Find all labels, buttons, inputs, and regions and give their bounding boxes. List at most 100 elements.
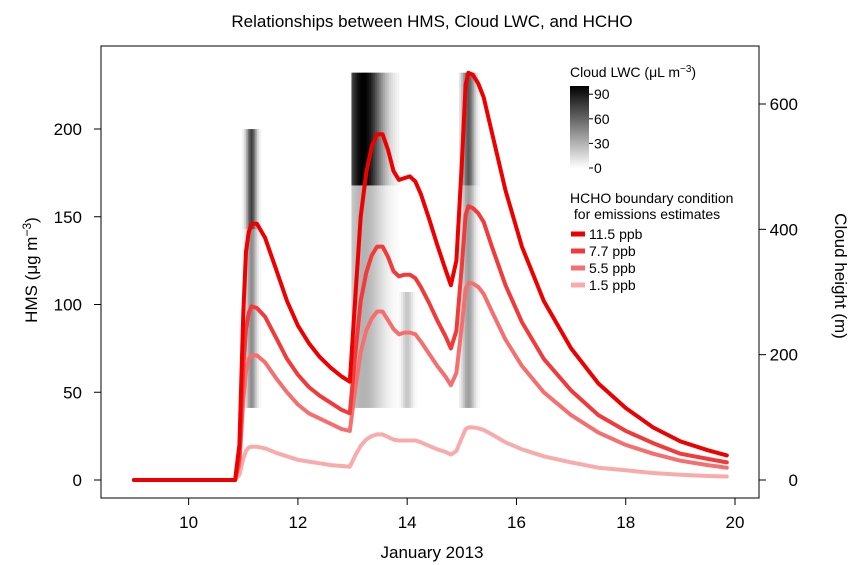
cloud-band-4-strip xyxy=(415,292,418,408)
cloud-band-3-strip xyxy=(395,185,398,408)
cloud-band-0-strip xyxy=(246,129,249,230)
cloud-band-2-strip xyxy=(381,72,384,186)
cloud-band-5-strip xyxy=(473,72,477,186)
cloud-band-3-strip xyxy=(369,185,372,408)
cloud-band-3-strip xyxy=(381,185,384,408)
cloud-band-5-strip xyxy=(465,72,468,186)
cloud-band-4-strip xyxy=(400,292,404,408)
cloud-band-4-strip xyxy=(405,292,408,408)
lwc-tick-label: 30 xyxy=(594,135,610,151)
cloud-band-1-strip xyxy=(244,229,247,408)
cloud-band-6-strip xyxy=(461,185,464,408)
cloud-band-2-strip xyxy=(369,72,372,186)
x-tick-label: 16 xyxy=(507,513,526,532)
y-left-tick-label: 150 xyxy=(54,208,82,227)
cloud-band-2-strip xyxy=(357,72,360,186)
lwc-tick-label: 60 xyxy=(594,111,610,127)
lwc-tick-label: 0 xyxy=(594,160,602,176)
y-left-tick-label: 100 xyxy=(54,296,82,315)
chart-title: Relationships between HMS, Cloud LWC, an… xyxy=(231,12,632,31)
cloud-band-2-strip xyxy=(371,72,374,186)
cloud-band-3-strip xyxy=(391,185,394,408)
y-axis-left-ticks: 0 50 100 150 200 xyxy=(54,120,101,490)
y-right-tick-label: 200 xyxy=(770,346,798,365)
cloud-band-3-strip xyxy=(389,185,392,408)
hcho-legend-title-line1: HCHO boundary condition xyxy=(570,190,733,206)
cloud-band-3-strip xyxy=(387,185,390,408)
legend-label: 1.5 ppb xyxy=(589,277,636,293)
cloud-band-3-strip xyxy=(373,185,376,408)
cloud-band-5-strip xyxy=(469,72,472,186)
cloud-band-2-strip xyxy=(361,72,364,186)
cloud-band-2-strip xyxy=(379,72,382,186)
series-line-5-5-ppb xyxy=(132,281,729,482)
x-tick-label: 12 xyxy=(288,513,307,532)
cloud-band-2-strip xyxy=(389,72,392,186)
cloud-band-5-strip xyxy=(471,72,475,186)
x-tick-label: 20 xyxy=(726,513,745,532)
lwc-colorbar-ticks: 0 30 60 90 xyxy=(589,86,610,176)
x-tick-label: 10 xyxy=(179,513,198,532)
plot-frame xyxy=(100,45,760,499)
cloud-band-1-strip xyxy=(254,229,258,408)
cloud-band-3-strip xyxy=(365,185,368,408)
series-line-1-5-ppb xyxy=(132,425,729,482)
cloud-band-5-strip xyxy=(467,72,470,186)
cloud-band-6-strip xyxy=(477,185,481,408)
x-tick-label: 18 xyxy=(616,513,635,532)
cloud-band-6-strip xyxy=(469,185,472,408)
cloud-band-0-strip xyxy=(250,129,253,230)
cloud-band-3-strip xyxy=(385,185,388,408)
cloud-band-0-strip xyxy=(244,129,247,230)
cloud-band-3-strip xyxy=(393,185,396,408)
cloud-band-2-strip xyxy=(373,72,376,186)
cloud-band-1-strip xyxy=(256,229,260,408)
cloud-band-3-strip xyxy=(377,185,380,408)
x-tick-label: 14 xyxy=(398,513,417,532)
cloud-lwc-bands xyxy=(242,72,481,408)
lwc-tick-label: 90 xyxy=(594,86,610,102)
y-left-tick-label: 0 xyxy=(73,471,82,490)
y-right-tick-label: 600 xyxy=(770,95,798,114)
x-axis-ticks: 10 12 14 16 18 20 xyxy=(179,498,744,532)
cloud-band-1-strip xyxy=(250,229,253,408)
cloud-band-2-strip xyxy=(387,72,390,186)
y-left-tick-label: 50 xyxy=(63,383,82,402)
cloud-band-5-strip xyxy=(475,72,479,186)
cloud-band-0-strip xyxy=(256,129,260,230)
y-axis-left-label: HMS (μg m−3) xyxy=(20,217,41,323)
y-right-tick-label: 400 xyxy=(770,220,798,239)
lwc-colorbar xyxy=(570,86,589,168)
cloud-band-4-strip xyxy=(402,292,406,408)
cloud-band-3-strip xyxy=(375,185,378,408)
cloud-band-4-strip xyxy=(411,292,414,408)
cloud-band-2-strip xyxy=(377,72,380,186)
cloud-band-6-strip xyxy=(471,185,475,408)
cloud-band-0-strip xyxy=(242,129,245,230)
cloud-band-3-strip xyxy=(379,185,382,408)
cloud-band-2-strip xyxy=(375,72,378,186)
cloud-band-1-strip xyxy=(258,229,262,408)
cloud-band-0-strip xyxy=(252,129,255,230)
cloud-band-2-strip xyxy=(385,72,388,186)
cloud-band-2-strip xyxy=(383,72,386,186)
cloud-band-6-strip xyxy=(475,185,479,408)
legend-label: 5.5 ppb xyxy=(589,260,636,276)
cloud-band-0-strip xyxy=(258,129,262,230)
x-axis-label: January 2013 xyxy=(380,543,483,562)
cloud-band-5-strip xyxy=(459,72,462,186)
cloud-band-5-strip xyxy=(477,72,481,186)
cloud-band-2-strip xyxy=(391,72,394,186)
cloud-band-4-strip xyxy=(407,292,410,408)
cloud-band-3-strip xyxy=(397,185,400,408)
cloud-band-0-strip xyxy=(248,129,251,230)
cloud-band-2-strip xyxy=(393,72,396,186)
cloud-band-3-strip xyxy=(351,185,354,408)
hms-series-lines xyxy=(132,70,729,482)
cloud-band-4-strip xyxy=(413,292,416,408)
series-line-11-5-ppb xyxy=(132,70,729,482)
cloud-band-4-strip xyxy=(398,292,402,408)
y-left-tick-label: 200 xyxy=(54,120,82,139)
legend-label: 7.7 ppb xyxy=(589,243,636,259)
